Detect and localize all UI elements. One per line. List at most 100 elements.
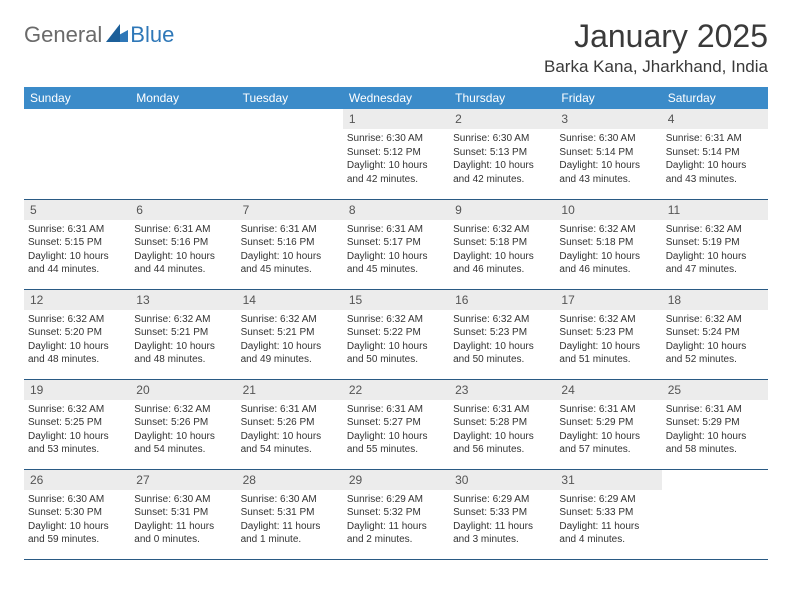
logo-text-general: General xyxy=(24,22,102,48)
day-number: 12 xyxy=(24,290,130,310)
calendar-day-cell: 26Sunrise: 6:30 AMSunset: 5:30 PMDayligh… xyxy=(24,469,130,559)
day-info: Sunrise: 6:32 AMSunset: 5:20 PMDaylight:… xyxy=(24,310,130,367)
day-number: 21 xyxy=(237,380,343,400)
day-info: Sunrise: 6:31 AMSunset: 5:27 PMDaylight:… xyxy=(343,400,449,457)
day-number: 19 xyxy=(24,380,130,400)
day-info: Sunrise: 6:29 AMSunset: 5:33 PMDaylight:… xyxy=(555,490,661,547)
calendar-day-cell: 30Sunrise: 6:29 AMSunset: 5:33 PMDayligh… xyxy=(449,469,555,559)
calendar-day-cell: 13Sunrise: 6:32 AMSunset: 5:21 PMDayligh… xyxy=(130,289,236,379)
calendar-week-row: 12Sunrise: 6:32 AMSunset: 5:20 PMDayligh… xyxy=(24,289,768,379)
day-number: 8 xyxy=(343,200,449,220)
day-number: 3 xyxy=(555,109,661,129)
day-number: 31 xyxy=(555,470,661,490)
calendar-week-row: 19Sunrise: 6:32 AMSunset: 5:25 PMDayligh… xyxy=(24,379,768,469)
day-info: Sunrise: 6:32 AMSunset: 5:22 PMDaylight:… xyxy=(343,310,449,367)
day-number: 18 xyxy=(662,290,768,310)
calendar-day-cell: 6Sunrise: 6:31 AMSunset: 5:16 PMDaylight… xyxy=(130,199,236,289)
day-number: 30 xyxy=(449,470,555,490)
logo: General Blue xyxy=(24,22,174,48)
day-number: 13 xyxy=(130,290,236,310)
logo-text-blue: Blue xyxy=(130,22,174,48)
calendar-day-cell: 14Sunrise: 6:32 AMSunset: 5:21 PMDayligh… xyxy=(237,289,343,379)
calendar-week-row: 26Sunrise: 6:30 AMSunset: 5:30 PMDayligh… xyxy=(24,469,768,559)
weekday-header: Saturday xyxy=(662,87,768,109)
title-block: January 2025 Barka Kana, Jharkhand, Indi… xyxy=(544,18,768,77)
day-info: Sunrise: 6:32 AMSunset: 5:23 PMDaylight:… xyxy=(449,310,555,367)
calendar-day-cell: 1Sunrise: 6:30 AMSunset: 5:12 PMDaylight… xyxy=(343,109,449,199)
calendar-day-cell: 3Sunrise: 6:30 AMSunset: 5:14 PMDaylight… xyxy=(555,109,661,199)
day-info: Sunrise: 6:29 AMSunset: 5:33 PMDaylight:… xyxy=(449,490,555,547)
calendar-day-cell xyxy=(130,109,236,199)
day-number: 27 xyxy=(130,470,236,490)
day-number: 5 xyxy=(24,200,130,220)
location: Barka Kana, Jharkhand, India xyxy=(544,57,768,77)
calendar-day-cell: 11Sunrise: 6:32 AMSunset: 5:19 PMDayligh… xyxy=(662,199,768,289)
day-info: Sunrise: 6:31 AMSunset: 5:14 PMDaylight:… xyxy=(662,129,768,186)
day-number: 9 xyxy=(449,200,555,220)
day-number: 6 xyxy=(130,200,236,220)
calendar-day-cell: 27Sunrise: 6:30 AMSunset: 5:31 PMDayligh… xyxy=(130,469,236,559)
day-number: 14 xyxy=(237,290,343,310)
day-info: Sunrise: 6:29 AMSunset: 5:32 PMDaylight:… xyxy=(343,490,449,547)
calendar-day-cell: 18Sunrise: 6:32 AMSunset: 5:24 PMDayligh… xyxy=(662,289,768,379)
day-info: Sunrise: 6:31 AMSunset: 5:26 PMDaylight:… xyxy=(237,400,343,457)
day-info: Sunrise: 6:31 AMSunset: 5:28 PMDaylight:… xyxy=(449,400,555,457)
day-number: 17 xyxy=(555,290,661,310)
day-info: Sunrise: 6:32 AMSunset: 5:25 PMDaylight:… xyxy=(24,400,130,457)
day-number: 11 xyxy=(662,200,768,220)
calendar-table: Sunday Monday Tuesday Wednesday Thursday… xyxy=(24,87,768,560)
day-info: Sunrise: 6:31 AMSunset: 5:17 PMDaylight:… xyxy=(343,220,449,277)
calendar-day-cell xyxy=(662,469,768,559)
calendar-day-cell: 15Sunrise: 6:32 AMSunset: 5:22 PMDayligh… xyxy=(343,289,449,379)
weekday-header: Thursday xyxy=(449,87,555,109)
day-number: 25 xyxy=(662,380,768,400)
day-info: Sunrise: 6:32 AMSunset: 5:18 PMDaylight:… xyxy=(449,220,555,277)
month-title: January 2025 xyxy=(544,18,768,55)
weekday-header: Monday xyxy=(130,87,236,109)
weekday-header: Wednesday xyxy=(343,87,449,109)
calendar-day-cell: 12Sunrise: 6:32 AMSunset: 5:20 PMDayligh… xyxy=(24,289,130,379)
header: General Blue January 2025 Barka Kana, Jh… xyxy=(24,18,768,77)
calendar-day-cell: 24Sunrise: 6:31 AMSunset: 5:29 PMDayligh… xyxy=(555,379,661,469)
calendar-day-cell: 16Sunrise: 6:32 AMSunset: 5:23 PMDayligh… xyxy=(449,289,555,379)
day-number: 23 xyxy=(449,380,555,400)
calendar-day-cell: 31Sunrise: 6:29 AMSunset: 5:33 PMDayligh… xyxy=(555,469,661,559)
calendar-day-cell: 4Sunrise: 6:31 AMSunset: 5:14 PMDaylight… xyxy=(662,109,768,199)
day-number: 24 xyxy=(555,380,661,400)
day-info: Sunrise: 6:31 AMSunset: 5:15 PMDaylight:… xyxy=(24,220,130,277)
day-info: Sunrise: 6:31 AMSunset: 5:29 PMDaylight:… xyxy=(662,400,768,457)
calendar-day-cell: 5Sunrise: 6:31 AMSunset: 5:15 PMDaylight… xyxy=(24,199,130,289)
calendar-week-row: 5Sunrise: 6:31 AMSunset: 5:15 PMDaylight… xyxy=(24,199,768,289)
day-number: 1 xyxy=(343,109,449,129)
day-info: Sunrise: 6:32 AMSunset: 5:18 PMDaylight:… xyxy=(555,220,661,277)
day-info: Sunrise: 6:31 AMSunset: 5:29 PMDaylight:… xyxy=(555,400,661,457)
weekday-header: Tuesday xyxy=(237,87,343,109)
calendar-day-cell xyxy=(24,109,130,199)
logo-mark-icon xyxy=(106,24,128,47)
calendar-day-cell: 8Sunrise: 6:31 AMSunset: 5:17 PMDaylight… xyxy=(343,199,449,289)
day-number: 26 xyxy=(24,470,130,490)
day-number: 7 xyxy=(237,200,343,220)
day-info: Sunrise: 6:32 AMSunset: 5:19 PMDaylight:… xyxy=(662,220,768,277)
calendar-day-cell: 20Sunrise: 6:32 AMSunset: 5:26 PMDayligh… xyxy=(130,379,236,469)
calendar-day-cell: 23Sunrise: 6:31 AMSunset: 5:28 PMDayligh… xyxy=(449,379,555,469)
day-info: Sunrise: 6:32 AMSunset: 5:26 PMDaylight:… xyxy=(130,400,236,457)
day-number: 28 xyxy=(237,470,343,490)
calendar-day-cell: 2Sunrise: 6:30 AMSunset: 5:13 PMDaylight… xyxy=(449,109,555,199)
calendar-day-cell: 28Sunrise: 6:30 AMSunset: 5:31 PMDayligh… xyxy=(237,469,343,559)
day-number: 2 xyxy=(449,109,555,129)
day-number: 16 xyxy=(449,290,555,310)
weekday-header: Friday xyxy=(555,87,661,109)
day-info: Sunrise: 6:32 AMSunset: 5:21 PMDaylight:… xyxy=(237,310,343,367)
day-info: Sunrise: 6:30 AMSunset: 5:31 PMDaylight:… xyxy=(237,490,343,547)
calendar-day-cell: 7Sunrise: 6:31 AMSunset: 5:16 PMDaylight… xyxy=(237,199,343,289)
day-info: Sunrise: 6:30 AMSunset: 5:14 PMDaylight:… xyxy=(555,129,661,186)
calendar-day-cell: 19Sunrise: 6:32 AMSunset: 5:25 PMDayligh… xyxy=(24,379,130,469)
day-number: 22 xyxy=(343,380,449,400)
day-number: 15 xyxy=(343,290,449,310)
calendar-day-cell: 21Sunrise: 6:31 AMSunset: 5:26 PMDayligh… xyxy=(237,379,343,469)
calendar-week-row: 1Sunrise: 6:30 AMSunset: 5:12 PMDaylight… xyxy=(24,109,768,199)
day-number: 10 xyxy=(555,200,661,220)
weekday-header: Sunday xyxy=(24,87,130,109)
day-info: Sunrise: 6:31 AMSunset: 5:16 PMDaylight:… xyxy=(130,220,236,277)
